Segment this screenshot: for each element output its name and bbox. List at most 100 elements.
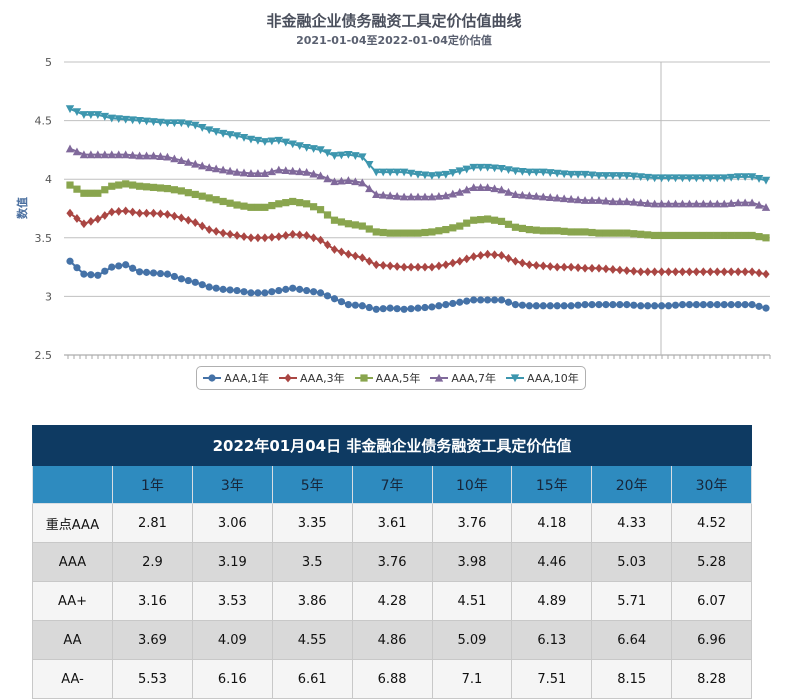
data-point xyxy=(748,301,756,309)
data-point xyxy=(351,301,359,309)
data-point xyxy=(428,303,436,311)
data-point xyxy=(211,164,221,173)
data-point xyxy=(281,138,290,147)
data-point xyxy=(93,150,103,159)
data-point xyxy=(358,178,367,187)
table-cell: 5.28 xyxy=(671,542,752,582)
data-point xyxy=(212,284,220,292)
data-point xyxy=(177,187,185,195)
data-point xyxy=(337,151,346,160)
data-point xyxy=(94,214,102,224)
data-point xyxy=(101,186,109,194)
data-point xyxy=(330,177,339,186)
data-point xyxy=(253,169,263,177)
chart-title: 非金融企业债务融资工具定价估值曲线 xyxy=(266,12,522,30)
data-point xyxy=(87,271,95,279)
data-point xyxy=(532,168,541,177)
table-cell: 4.18 xyxy=(511,503,593,543)
data-point xyxy=(414,229,422,237)
data-point xyxy=(692,267,700,277)
data-point xyxy=(643,173,652,182)
data-point xyxy=(80,189,88,197)
data-point xyxy=(623,301,631,309)
data-point xyxy=(630,230,638,238)
data-point xyxy=(630,301,638,309)
row-label: AAA xyxy=(32,542,113,582)
column-header: 15年 xyxy=(511,465,593,504)
data-point xyxy=(316,289,325,297)
table-cell: 5.03 xyxy=(591,542,673,582)
legend-item[interactable]: AAA,10年 xyxy=(506,370,579,386)
data-point xyxy=(205,163,214,172)
legend-symbol xyxy=(435,373,444,382)
data-point xyxy=(539,261,547,271)
data-point xyxy=(122,206,130,216)
data-point xyxy=(289,197,297,206)
data-point xyxy=(337,176,346,185)
data-point xyxy=(428,228,436,236)
chart-legend: AAA,1年 AAA,3年 AAA,5年 AAA,7年 AAA,10年 xyxy=(196,366,586,390)
data-point xyxy=(720,267,728,277)
data-point xyxy=(706,199,715,208)
data-point xyxy=(747,198,757,207)
data-point xyxy=(407,305,415,313)
data-point xyxy=(73,214,81,223)
data-point xyxy=(762,234,770,242)
data-point xyxy=(121,115,130,124)
data-point xyxy=(358,153,367,162)
data-point xyxy=(392,168,402,177)
table-cell: 4.46 xyxy=(511,542,593,582)
data-point xyxy=(553,262,561,272)
data-point xyxy=(434,191,444,200)
table-cell: 5.53 xyxy=(112,659,193,699)
data-point xyxy=(637,302,645,310)
legend-item[interactable]: AAA,5年 xyxy=(354,370,420,386)
data-point xyxy=(101,267,109,275)
data-point xyxy=(609,265,617,274)
legend-marker-icon xyxy=(354,374,373,382)
data-point xyxy=(741,267,749,277)
table-cell: 4.86 xyxy=(351,620,433,660)
data-point xyxy=(261,289,269,297)
data-point xyxy=(212,196,220,204)
data-point xyxy=(414,304,422,312)
data-point xyxy=(623,266,631,276)
data-point xyxy=(483,163,492,172)
data-point xyxy=(477,250,485,260)
data-point xyxy=(191,159,200,168)
table-row: AA 3.69 4.09 4.55 4.86 5.09 6.13 6.64 6.96 xyxy=(32,620,752,660)
data-point xyxy=(295,167,304,176)
data-point xyxy=(622,197,631,206)
data-point xyxy=(428,262,436,272)
data-point xyxy=(184,276,192,285)
legend-item[interactable]: AAA,3年 xyxy=(278,370,345,386)
table-cell: 2.9 xyxy=(112,542,193,582)
data-point xyxy=(484,296,492,304)
data-point xyxy=(170,119,179,128)
data-point xyxy=(79,111,89,119)
data-point xyxy=(449,224,457,232)
data-point xyxy=(184,215,192,225)
data-point xyxy=(441,191,451,200)
data-point xyxy=(79,150,89,159)
data-point xyxy=(434,171,444,180)
data-point xyxy=(511,167,520,176)
data-point xyxy=(163,209,172,219)
legend-item[interactable]: AAA,1年 xyxy=(203,370,269,386)
data-point xyxy=(274,136,283,145)
y-tick-label: 4 xyxy=(45,173,52,186)
data-point xyxy=(260,169,270,177)
chart-subtitle: 2021-01-04至2022-01-04定价估值 xyxy=(296,34,492,47)
data-point xyxy=(80,219,88,229)
data-point xyxy=(219,285,227,293)
data-point xyxy=(239,133,249,142)
legend-item[interactable]: AAA,7年 xyxy=(430,370,496,386)
data-point xyxy=(616,229,624,237)
data-point xyxy=(400,305,408,313)
data-point xyxy=(365,303,373,312)
table-cell: 3.35 xyxy=(271,503,353,543)
series-3 xyxy=(65,144,771,211)
data-point xyxy=(504,166,513,175)
data-point xyxy=(330,245,339,254)
data-point xyxy=(351,221,359,229)
